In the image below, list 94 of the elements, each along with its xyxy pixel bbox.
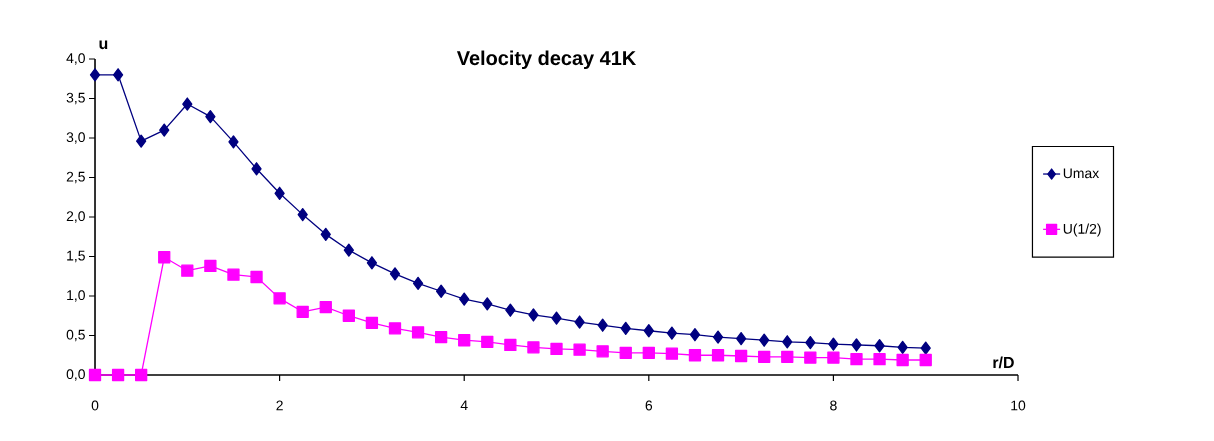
chart-title: Velocity decay 41K: [456, 50, 637, 70]
point: [89, 68, 101, 82]
point: [782, 335, 793, 349]
y-tick-label: 2,0: [66, 211, 85, 223]
point: [527, 341, 540, 354]
point: [365, 316, 379, 329]
y-axis-title: u: [99, 40, 108, 50]
point: [597, 318, 608, 332]
point: [897, 340, 908, 354]
y-tick-label: 0,0: [66, 369, 85, 381]
legend-label: U(1/2): [1063, 223, 1101, 237]
point: [135, 368, 148, 382]
point: [619, 346, 632, 360]
point: [112, 68, 124, 82]
point: [874, 339, 885, 353]
point: [504, 338, 517, 352]
point: [342, 309, 355, 322]
point: [920, 341, 931, 355]
y-tick-label: 4,0: [66, 53, 85, 65]
point: [366, 256, 378, 270]
point: [712, 330, 724, 344]
y-tick-label: 0,5: [66, 329, 85, 342]
point: [181, 264, 194, 277]
x-tick-label: 2: [276, 400, 283, 411]
point: [297, 207, 308, 222]
point: [735, 331, 747, 346]
point: [388, 322, 402, 335]
point: [111, 368, 125, 382]
point: [573, 343, 586, 356]
point: [711, 349, 725, 362]
point: [758, 350, 771, 363]
point: [227, 268, 240, 281]
point: [273, 292, 286, 305]
point: [319, 300, 332, 314]
point: [574, 315, 585, 329]
point: [689, 328, 701, 342]
point: [482, 297, 493, 311]
point: [505, 303, 516, 317]
point: [805, 335, 816, 350]
point: [688, 349, 702, 362]
point: [481, 335, 494, 348]
point: [828, 337, 839, 351]
point: [459, 292, 470, 306]
point: [251, 162, 262, 176]
point: [528, 308, 539, 322]
y-tick-label: 1,5: [67, 250, 85, 263]
point: [665, 347, 679, 360]
x-axis-title: r/D: [993, 356, 1014, 369]
point: [250, 270, 263, 284]
point: [851, 338, 862, 352]
point: [320, 227, 331, 242]
point: [343, 243, 354, 257]
x-tick-label: 8: [830, 400, 837, 411]
x-tick-label: 4: [460, 400, 468, 411]
y-tick-label: 2,5: [66, 171, 85, 184]
point: [435, 284, 447, 298]
point: [182, 97, 193, 111]
point: [759, 333, 770, 347]
point: [389, 267, 401, 281]
point: [159, 123, 170, 137]
point: [551, 311, 562, 325]
point: [620, 321, 631, 336]
point: [412, 276, 424, 290]
point: [827, 351, 840, 364]
y-tick-label: 3,5: [66, 92, 85, 105]
point: [204, 259, 217, 273]
point: [804, 351, 817, 364]
point: [896, 353, 909, 367]
point: [781, 350, 794, 363]
point: [873, 353, 886, 366]
point: [434, 330, 448, 344]
point: [296, 305, 309, 318]
point: [642, 346, 655, 360]
point: [411, 326, 425, 339]
point: [274, 186, 285, 200]
point: [158, 251, 171, 264]
point: [550, 342, 563, 356]
y-tick-label: 3,0: [66, 132, 85, 144]
point: [136, 134, 147, 148]
point: [458, 334, 471, 347]
y-tick-label: 1,0: [67, 290, 85, 302]
point: [205, 110, 216, 124]
legend-label: Umax: [1063, 168, 1100, 179]
point: [88, 368, 102, 382]
point: [596, 345, 609, 358]
point: [228, 135, 239, 149]
point: [850, 353, 863, 366]
x-tick-label: 6: [645, 400, 653, 411]
point: [734, 349, 748, 363]
point: [919, 353, 932, 367]
point: [666, 326, 678, 340]
point: [643, 324, 654, 338]
x-tick-label: 10: [1011, 400, 1026, 411]
x-tick-label: 0: [91, 400, 99, 411]
